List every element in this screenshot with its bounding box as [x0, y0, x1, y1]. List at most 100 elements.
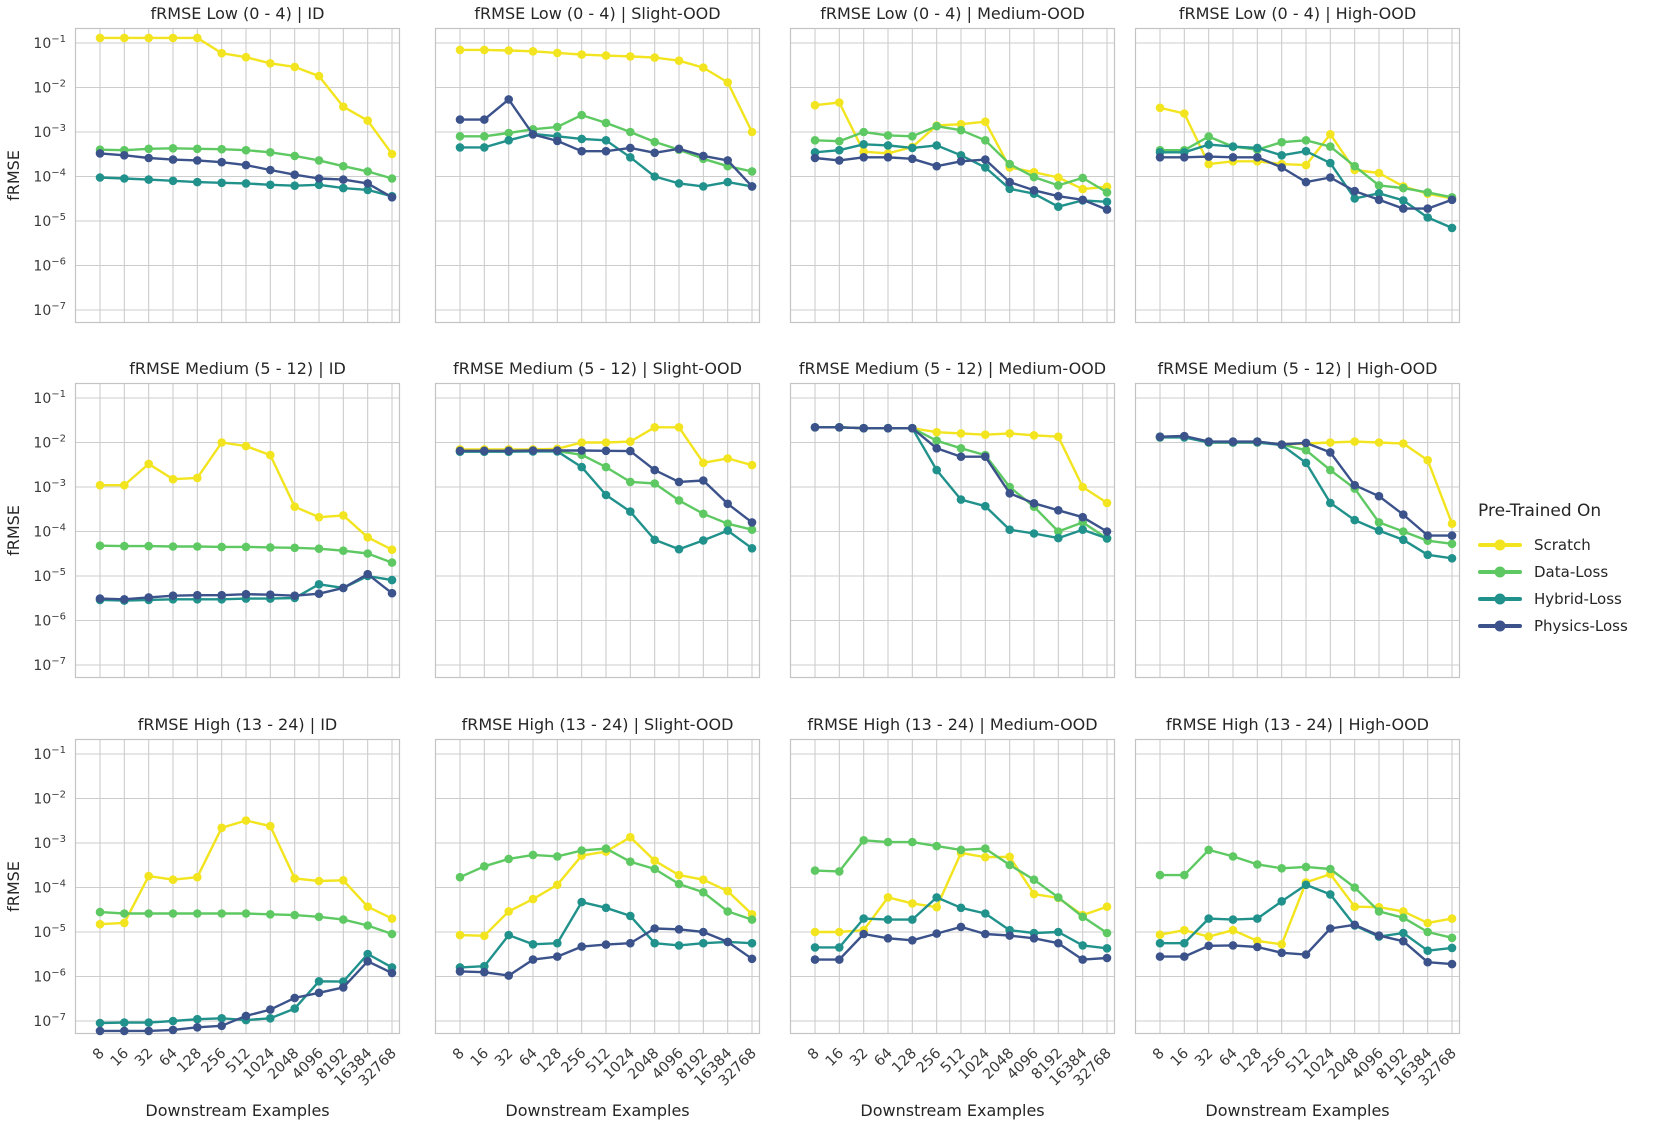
data-point-hybrid-loss [626, 507, 635, 516]
data-point-hybrid-loss [217, 178, 226, 188]
data-point-physics-loss [1155, 952, 1165, 961]
subplot-panel: fRMSE High (13 - 24) | Medium-OOD 8 16 32 64… [789, 715, 1116, 1120]
data-point-hybrid-loss [217, 1014, 226, 1023]
data-point-physics-loss [674, 477, 684, 487]
data-point-physics-loss [1029, 186, 1039, 195]
data-point-scratch [1399, 439, 1408, 448]
y-tick-exponent: −4 [51, 523, 66, 534]
data-point-scratch [363, 533, 373, 542]
data-point-hybrid-loss [981, 163, 990, 172]
data-point-scratch [144, 33, 153, 43]
data-point-data-loss [480, 862, 489, 871]
data-point-data-loss [981, 844, 990, 853]
data-point-hybrid-loss [363, 949, 373, 959]
data-point-physics-loss [1253, 153, 1262, 162]
data-point-data-loss [241, 542, 251, 552]
y-tick-exponent: −5 [51, 212, 66, 223]
data-point-physics-loss [1326, 448, 1335, 457]
data-point-physics-loss [1228, 941, 1238, 950]
data-point-data-loss [193, 909, 202, 918]
data-point-hybrid-loss [723, 526, 732, 535]
axes-frame [789, 382, 1116, 679]
data-point-physics-loss [144, 153, 153, 163]
y-tick-label: 10−7 [33, 1012, 66, 1030]
data-point-hybrid-loss [193, 1014, 202, 1024]
data-point-physics-loss [1102, 527, 1112, 536]
y-axis-label: fRMSE [4, 861, 23, 912]
subplot-title: fRMSE Low (0 - 4) | Slight-OOD [474, 4, 721, 23]
data-point-data-loss [144, 541, 153, 551]
data-point-physics-loss [626, 938, 635, 948]
data-point-data-loss [339, 915, 348, 924]
x-axis-label: Downstream Examples [1205, 1101, 1389, 1120]
data-point-physics-loss [339, 175, 348, 184]
data-point-physics-loss [883, 423, 893, 433]
data-point-hybrid-loss [168, 1016, 178, 1026]
y-tick-label: 10−5 [33, 923, 66, 941]
data-point-scratch [956, 119, 966, 129]
data-point-scratch [810, 927, 820, 937]
data-point-data-loss [241, 909, 251, 918]
y-tick-exponent: −1 [51, 389, 66, 400]
data-point-data-loss [120, 541, 129, 551]
data-point-scratch [193, 872, 202, 882]
data-point-data-loss [193, 144, 202, 154]
data-point-physics-loss [747, 954, 757, 964]
data-point-physics-loss [932, 161, 941, 171]
data-point-data-loss [387, 558, 397, 567]
data-point-physics-loss [1078, 195, 1087, 205]
data-point-data-loss [674, 879, 684, 889]
x-tick-label: 16 [468, 1046, 492, 1070]
data-point-physics-loss [723, 937, 732, 947]
data-point-scratch [120, 33, 129, 43]
axes-frame [434, 27, 761, 324]
y-tick-exponent: −5 [51, 923, 66, 934]
data-point-hybrid-loss [1253, 143, 1262, 153]
data-point-data-loss [810, 136, 820, 145]
data-point-physics-loss [674, 925, 684, 934]
data-point-hybrid-loss [981, 501, 990, 511]
data-point-physics-loss [168, 1025, 178, 1035]
data-point-physics-loss [1029, 934, 1039, 943]
data-point-data-loss [859, 127, 868, 137]
data-point-hybrid-loss [339, 183, 348, 193]
data-point-hybrid-loss [1326, 158, 1335, 168]
y-tick-label: 10−1 [33, 34, 66, 52]
data-point-data-loss [908, 132, 917, 141]
data-point-hybrid-loss [747, 544, 757, 553]
x-tick-label: 128 [174, 1046, 205, 1077]
data-point-scratch [528, 894, 538, 904]
data-point-physics-loss [455, 446, 465, 456]
data-point-data-loss [835, 867, 844, 876]
data-point-scratch [981, 852, 990, 862]
y-tick-label: 10−6 [33, 968, 66, 986]
data-point-hybrid-loss [650, 172, 659, 181]
data-point-scratch [266, 59, 275, 68]
data-point-physics-loss [217, 590, 226, 600]
data-point-scratch [1350, 437, 1359, 446]
data-point-physics-loss [1277, 440, 1286, 449]
data-point-physics-loss [168, 591, 178, 600]
data-point-data-loss [1054, 527, 1063, 536]
data-point-scratch [193, 473, 202, 483]
y-tick-label: 10−3 [33, 123, 66, 141]
data-point-data-loss [1447, 539, 1457, 549]
data-point-scratch [480, 45, 489, 55]
data-point-physics-loss [480, 115, 489, 124]
data-point-physics-loss [504, 95, 513, 104]
subplot-panel: fRMSE Medium (5 - 12) | ID 10−1 10−2 10−3 10… [4, 359, 401, 679]
data-point-data-loss [95, 907, 105, 917]
subplot-panel: fRMSE Medium (5 - 12) | Medium-OOD [789, 359, 1116, 679]
data-point-scratch [290, 874, 299, 883]
data-point-physics-loss [217, 1021, 226, 1031]
data-point-hybrid-loss [1054, 533, 1063, 543]
y-tick-exponent: −2 [51, 79, 66, 90]
data-point-data-loss [1399, 183, 1408, 193]
data-point-scratch [144, 459, 153, 469]
subplot-panel: fRMSE Medium (5 - 12) | Slight-OOD [434, 359, 761, 679]
data-point-physics-loss [1277, 163, 1286, 172]
data-point-scratch [168, 474, 178, 484]
data-point-physics-loss [193, 1023, 202, 1032]
data-point-data-loss [650, 137, 659, 147]
data-point-physics-loss [747, 518, 757, 527]
